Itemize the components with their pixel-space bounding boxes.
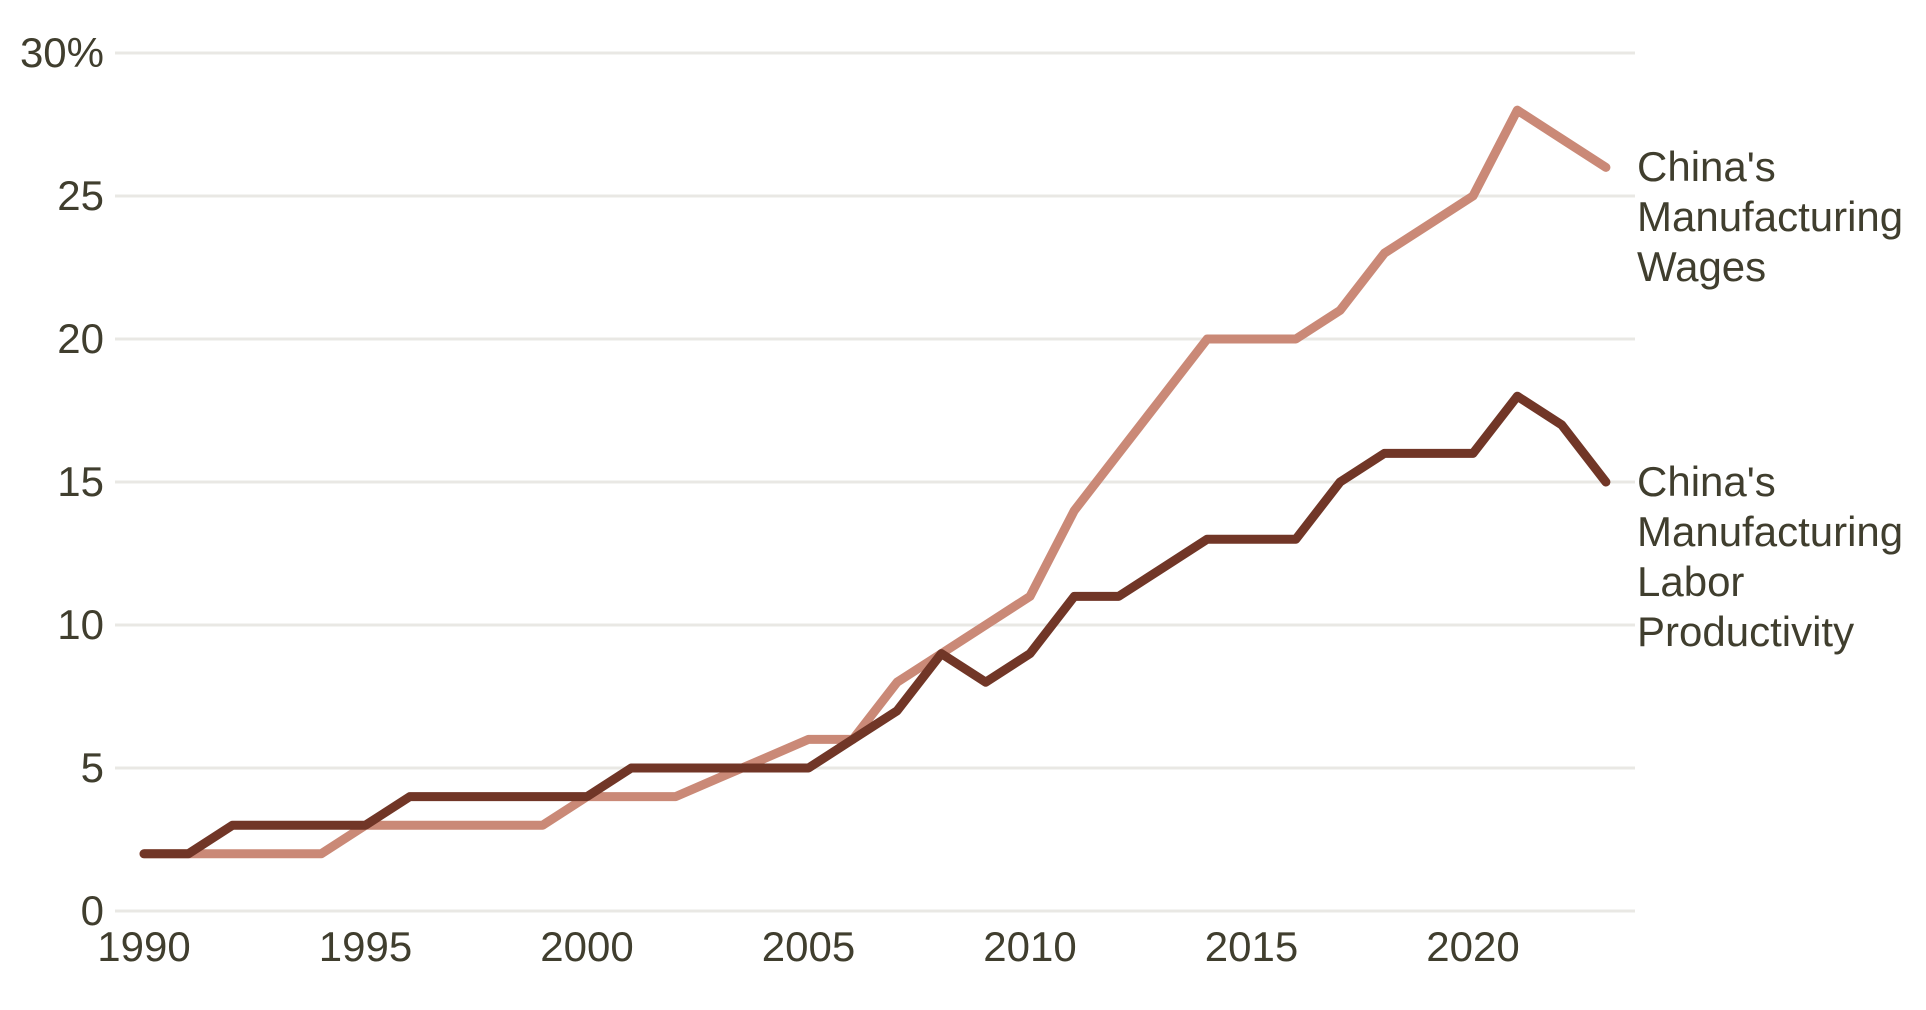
series-label-line: China's: [1637, 143, 1776, 191]
series-label-line: Productivity: [1637, 608, 1855, 655]
series-line-china-s-manufacturing-wages: [139, 105, 1611, 859]
series-label-line: Manufacturing: [1637, 193, 1904, 241]
x-tick-label-1990: 1990: [97, 923, 191, 970]
series-label-china-s-manufacturing-wages: China's Manufacturing Wages: [1637, 142, 1903, 292]
x-tick-label-2000: 2000: [540, 923, 634, 970]
y-tick-label-15: 15: [57, 458, 104, 505]
y-tick-label-20: 20: [57, 315, 104, 362]
series-label-china-s-manufacturing-labor-productivity: China's Manufacturing Labor Productivity: [1637, 457, 1903, 657]
y-tick-label-0: 0: [80, 887, 104, 934]
x-tick-label-1995: 1995: [318, 923, 413, 970]
x-tick-label-2015: 2015: [1204, 923, 1299, 970]
y-tick-label-30: 30%: [19, 29, 104, 76]
series-label-line: Labor: [1637, 558, 1745, 605]
series-label-line: China's: [1637, 458, 1776, 505]
y-tick-label-5: 5: [80, 744, 104, 791]
x-tick-label-2005: 2005: [761, 923, 856, 970]
x-tick-label-2010: 2010: [983, 923, 1077, 970]
series-label-line: Manufacturing: [1637, 508, 1904, 555]
y-tick-label-10: 10: [57, 601, 104, 648]
series-label-line: Wages: [1637, 243, 1767, 291]
series-line-china-s-manufacturing-labor-productivity: [139, 391, 1611, 859]
x-tick-label-2020: 2020: [1426, 923, 1520, 970]
y-tick-label-25: 25: [57, 172, 104, 219]
